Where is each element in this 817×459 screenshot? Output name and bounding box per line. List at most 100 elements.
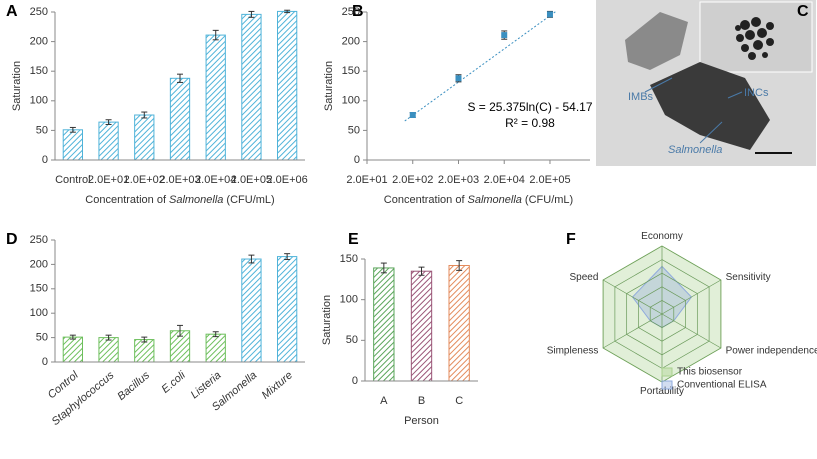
y-tick-label: 250 — [30, 234, 48, 246]
radar-spoke — [661, 313, 722, 349]
x-tick-label: C — [455, 395, 463, 407]
legend-swatch — [661, 367, 673, 377]
radar-axis-label: Power independence — [726, 345, 817, 356]
particle-cluster — [625, 12, 688, 70]
x-tick-label: Mixture — [260, 369, 295, 401]
pointer — [699, 121, 723, 144]
x-axis-title-part: Salmonella — [468, 194, 522, 206]
x-tick-label: 2.0E+06 — [266, 174, 307, 186]
y-tick-label: 250 — [342, 6, 360, 18]
radar-axis-label: Economy — [641, 231, 683, 242]
x-tick-label: Control — [55, 174, 90, 186]
bar — [373, 267, 395, 382]
bar — [134, 339, 155, 363]
x-tick-label: 2.0E+04 — [195, 174, 236, 186]
legend-label: This biosensor — [677, 367, 743, 378]
x-tick-label: 2.0E+03 — [159, 174, 200, 186]
pointer — [644, 77, 673, 93]
y-tick-label: 50 — [348, 124, 360, 136]
bar — [205, 333, 226, 363]
legend-label: Conventional ELISA — [677, 380, 767, 391]
x-tick-label: A — [380, 395, 388, 407]
y-tick-label: 100 — [30, 95, 48, 107]
bar — [169, 77, 191, 161]
y-tick-label: 150 — [30, 283, 48, 295]
y-axis-title: Saturation — [11, 61, 23, 111]
x-axis-title: Person — [404, 415, 439, 427]
y-tick-label: 100 — [30, 307, 48, 319]
bar — [241, 258, 262, 363]
x-axis-title-part: (CFU/mL) — [226, 194, 274, 206]
y-tick-label: 200 — [30, 258, 48, 270]
point — [501, 32, 508, 39]
y-tick-label: 150 — [342, 65, 360, 77]
bacterium-cluster — [650, 62, 770, 150]
x-axis-title-part: (CFU/mL) — [525, 194, 573, 206]
x-tick-label: 2.0E+01 — [346, 174, 387, 186]
image-label: Salmonella — [668, 144, 722, 156]
x-tick-label: 2.0E+03 — [438, 174, 479, 186]
trendline — [404, 10, 557, 122]
x-axis-title: Concentration of Salmonella (CFU/mL) — [85, 194, 274, 206]
x-tick-label: B — [418, 395, 425, 407]
x-tick-label: 2.0E+05 — [231, 174, 272, 186]
y-tick-label: 250 — [30, 6, 48, 18]
bar — [241, 13, 262, 161]
bar — [205, 34, 226, 161]
radar-spoke — [602, 313, 663, 349]
x-axis-title-part: Concentration of — [85, 194, 167, 206]
radar-axis-label: Portability — [640, 386, 684, 397]
image-label: IMBs — [628, 91, 654, 103]
panel-label: F — [566, 231, 576, 248]
panel-label: E — [348, 231, 359, 248]
bar — [277, 256, 298, 363]
x-tick-label: Bacillus — [115, 369, 152, 403]
y-tick-label: 100 — [342, 95, 360, 107]
x-tick-label: Staphylococcus — [50, 369, 117, 428]
panel-label: A — [6, 3, 18, 20]
annotation: R² = 0.98 — [505, 116, 555, 130]
pointer — [727, 91, 743, 99]
x-tick-label: 2.0E+05 — [529, 174, 570, 186]
inset-particles — [735, 17, 774, 60]
y-tick-label: 150 — [340, 253, 358, 265]
legend-swatch — [661, 380, 673, 390]
x-axis-title-part: Salmonella — [169, 194, 223, 206]
y-tick-label: 0 — [42, 154, 48, 166]
bar — [277, 10, 298, 161]
x-tick-label: 2.0E+02 — [392, 174, 433, 186]
radar-axis-label: Simpleness — [547, 345, 599, 356]
y-tick-label: 50 — [36, 332, 48, 344]
point — [409, 112, 416, 119]
radar-axis-label: Sensitivity — [726, 272, 771, 283]
x-tick-label: 2.0E+02 — [124, 174, 165, 186]
panel-label: B — [352, 3, 364, 20]
panel-label: C — [797, 3, 809, 20]
y-tick-label: 0 — [352, 375, 358, 387]
image-label: INCs — [744, 87, 769, 99]
x-axis-title: Concentration of Salmonella (CFU/mL) — [384, 194, 573, 206]
x-tick-label: E.coli — [159, 369, 188, 396]
y-tick-label: 50 — [36, 124, 48, 136]
x-tick-label: 2.0E+04 — [484, 174, 525, 186]
y-tick-label: 200 — [342, 36, 360, 48]
panel-label: D — [6, 231, 18, 248]
y-tick-label: 0 — [354, 154, 360, 166]
bar — [448, 265, 470, 382]
radar-spoke — [661, 279, 722, 315]
point — [546, 11, 553, 18]
y-tick-label: 50 — [346, 334, 358, 346]
y-tick-label: 0 — [42, 356, 48, 368]
bar — [62, 336, 84, 363]
image-inset — [699, 1, 813, 73]
annotation: S = 25.375ln(C) - 54.17 — [467, 100, 592, 114]
bar — [98, 337, 119, 363]
bar — [98, 121, 119, 161]
bar — [134, 114, 155, 161]
y-axis-title: Saturation — [323, 61, 335, 111]
bar — [62, 129, 84, 161]
radar-spoke — [602, 279, 663, 315]
x-tick-label: 2.0E+01 — [88, 174, 129, 186]
y-tick-label: 200 — [30, 36, 48, 48]
